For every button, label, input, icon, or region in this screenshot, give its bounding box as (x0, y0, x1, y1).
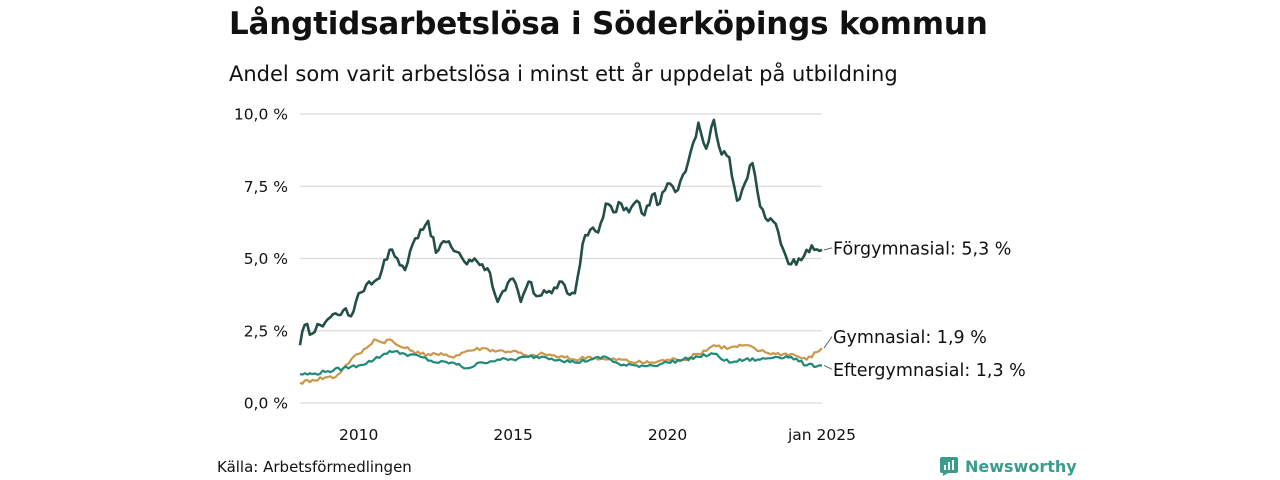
brand-logo[interactable]: Newsworthy (939, 456, 1077, 476)
source-note: Källa: Arbetsförmedlingen (217, 458, 412, 476)
y-tick-label: 0,0 % (244, 395, 288, 413)
end-label-förgymnasial: Förgymnasial: 5,3 % (833, 239, 1011, 259)
chart-subtitle: Andel som varit arbetslösa i minst ett å… (229, 62, 898, 86)
x-tick-label: 2010 (339, 426, 378, 444)
end-label-eftergymnasial: Eftergymnasial: 1,3 % (833, 361, 1026, 381)
series-line-gymnasial (299, 338, 823, 385)
x-tick-label: 2015 (493, 426, 532, 444)
series-line-eftergymnasial (299, 349, 823, 376)
end-label-connector (823, 247, 833, 251)
chart-title: Långtidsarbetslösa i Söderköpings kommun (229, 6, 988, 42)
y-tick-label: 7,5 % (244, 178, 288, 196)
y-tick-label: 10,0 % (234, 106, 288, 124)
end-label-connector (823, 364, 833, 370)
y-tick-label: 2,5 % (244, 322, 288, 340)
newsworthy-logo-icon (940, 457, 958, 476)
series-line-förgymnasial (298, 118, 823, 346)
end-label-gymnasial: Gymnasial: 1,9 % (833, 328, 987, 348)
y-tick-label: 5,0 % (244, 250, 288, 268)
x-tick-label: jan 2025 (787, 426, 856, 444)
brand-name: Newsworthy (965, 456, 1077, 476)
x-tick-label: 2020 (648, 426, 687, 444)
line-chart: 0,0 % 2,5 % 5,0 % 7,5 % 10,0 % 2010 2015 2020 ja… (234, 106, 1026, 445)
end-label-connector (823, 336, 833, 349)
